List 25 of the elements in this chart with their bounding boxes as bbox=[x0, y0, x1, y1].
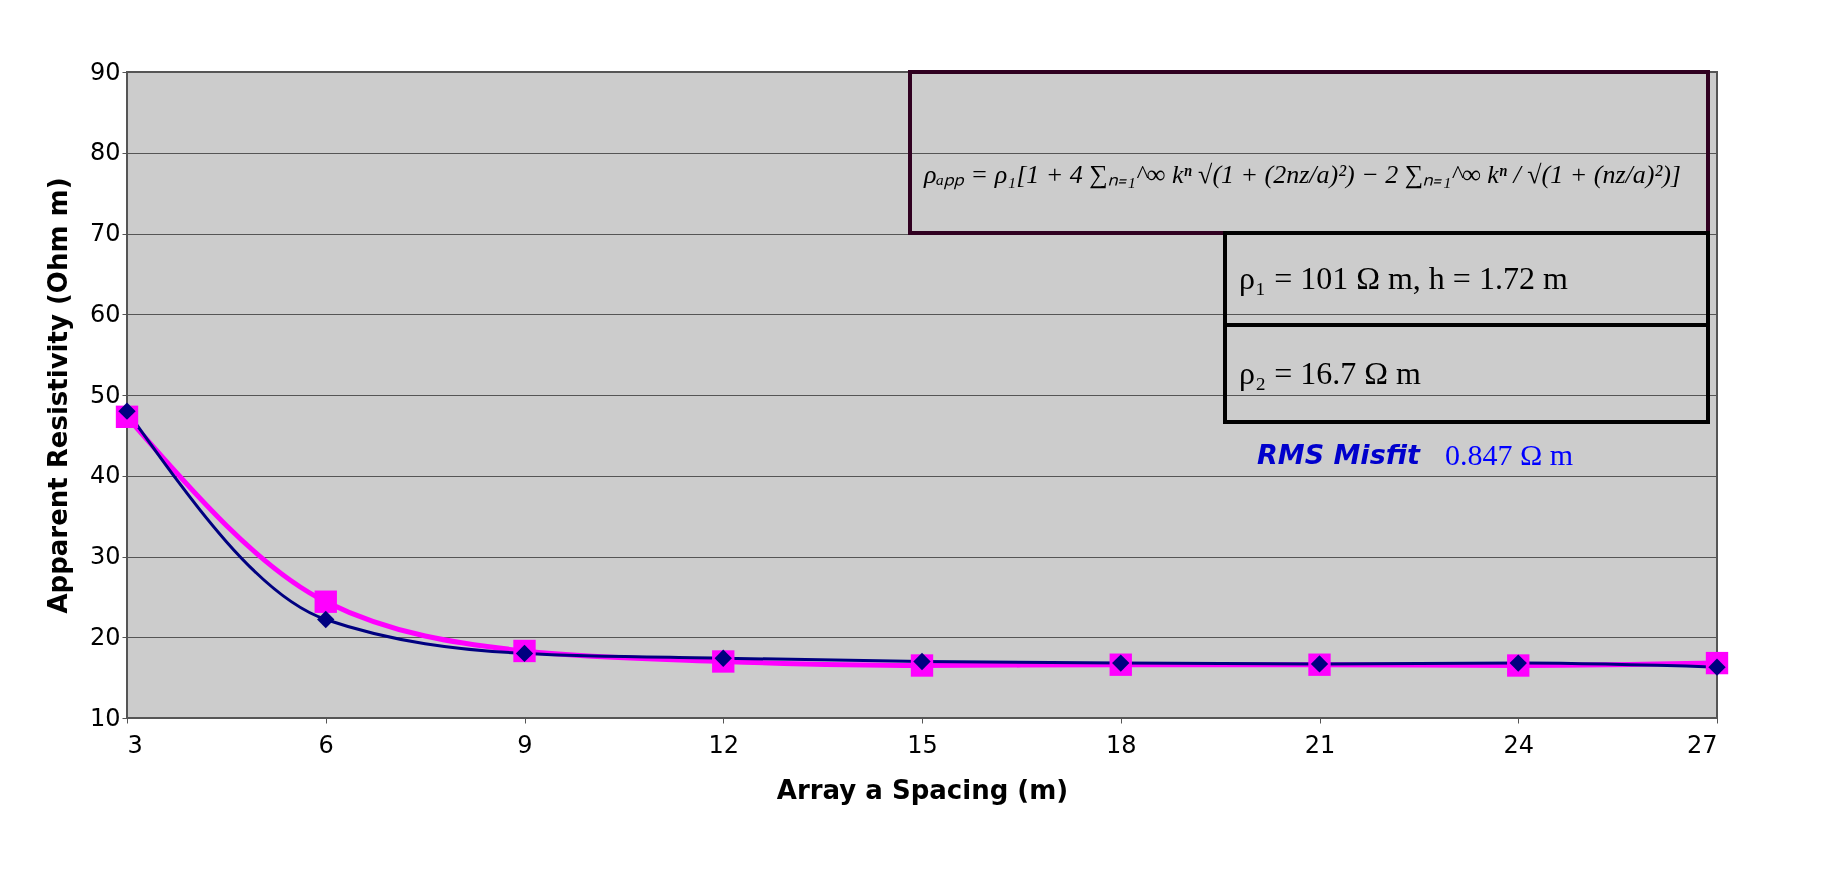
x-tick-label: 12 bbox=[708, 730, 740, 759]
annotation: ρₐₚₚ = ρ₁[1 + 4 ∑ₙ₌₁^∞ kⁿ √(1 + (2nz/a)²) − 2 ∑ₙ₌₁^∞ kⁿ / √(1 + (nz/a)²)] bbox=[923, 159, 1681, 190]
x-tick-label: 3 bbox=[127, 730, 143, 759]
x-tick-label: 15 bbox=[907, 730, 938, 759]
x-tick-label: 24 bbox=[1503, 730, 1535, 759]
y-tick-label: 90 bbox=[89, 57, 121, 86]
annotation: RMS Misfit bbox=[1257, 439, 1421, 470]
x-tick-label: 27 bbox=[1686, 730, 1718, 759]
y-tick-label: 40 bbox=[89, 461, 121, 490]
annotation: 0.847 Ω m bbox=[1445, 438, 1574, 471]
x-axis-title: Array a Spacing (m) bbox=[776, 774, 1069, 805]
x-tick-label: 9 bbox=[517, 730, 533, 759]
y-tick-label: 30 bbox=[89, 542, 121, 570]
x-tick-label: 6 bbox=[318, 730, 334, 759]
y-tick-label: 10 bbox=[89, 703, 121, 732]
y-tick-label: 20 bbox=[89, 622, 121, 651]
annotation: ρ₂ = 16.7 Ω m bbox=[1239, 354, 1421, 391]
y-axis-title: Apparent Resistivity (Ohm m) bbox=[42, 177, 73, 614]
y-tick-label: 50 bbox=[89, 380, 121, 409]
y-tick-label: 80 bbox=[89, 138, 121, 167]
y-tick-label: 70 bbox=[89, 219, 121, 247]
annotation: ρ₁ = 101 Ω m, h = 1.72 m bbox=[1239, 260, 1568, 296]
x-tick-label: 18 bbox=[1105, 730, 1137, 759]
x-tick-label: 21 bbox=[1304, 730, 1336, 759]
y-tick-label: 60 bbox=[89, 299, 121, 328]
